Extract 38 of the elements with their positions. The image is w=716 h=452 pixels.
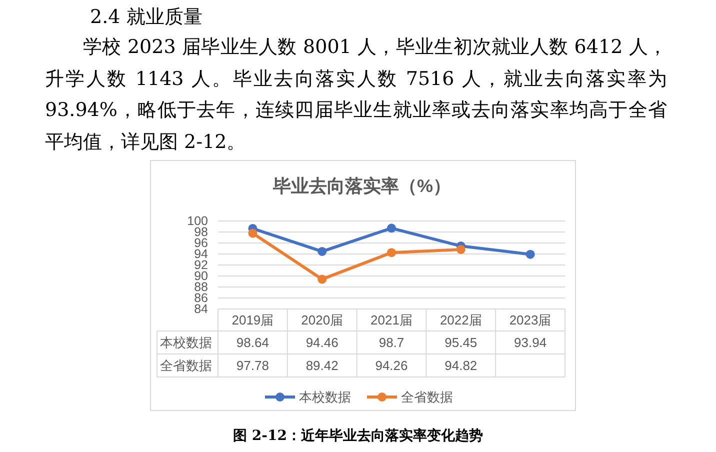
caption: 图 2-12：近年毕业去向落实率变化趋势 [232,427,484,445]
point [318,274,327,284]
y-tick-label: 94 [194,247,208,261]
data-label: 94.26 [375,358,408,373]
data-label: 94.46 [306,335,338,350]
x-tick-label: 2021届 [370,312,412,328]
x-tick-label: 2023届 [509,312,552,328]
data-label: 95.45 [444,335,478,350]
y-tick-label: 100 [187,214,208,228]
y-tick-label: 90 [194,269,208,283]
text: 本校数据 [160,335,212,350]
y-tick-label: 96 [194,236,208,250]
x-tick-label: 2019届 [232,312,274,328]
point [318,246,327,256]
chart-title: 毕业去向落实率（%） [272,176,452,196]
y-tick-label: 92 [194,258,208,272]
data-label: 89.42 [306,358,338,373]
data-label: 93.94 [514,335,547,350]
point [248,228,258,238]
data-label: 98.7 [378,335,404,350]
data-label: 97.78 [236,358,269,373]
data-label: 98.64 [236,335,269,350]
y-tick-label: 88 [194,280,208,294]
data-label: 94.82 [444,358,478,373]
x-tick-label: 2020届 [301,312,344,328]
text: 全省数据 [160,358,212,373]
y-tick-label: 86 [194,291,208,305]
text: 学校 2023 届毕业生人数 8001 人，毕业生初次就业人数 6412 人，升学人数 1143 人。毕业去向落实人数 7516 人，就业去向落实率为 93.94%，略低于去年，连续四届毕业生就业率或去向落实率均高于全省平均值，详见图 2-12。 [45,35,667,154]
point [387,248,396,258]
text: 2.4 就业质量 [90,5,202,30]
point [526,250,535,259]
point [456,244,466,254]
legend-label: 全省数据 [401,390,453,404]
y-tick-label: 98 [194,225,208,239]
legend-label: 本校数据 [299,390,351,404]
y-tick-label: 84 [194,302,208,316]
point [387,224,396,233]
x-tick-label: 2022届 [440,312,482,328]
